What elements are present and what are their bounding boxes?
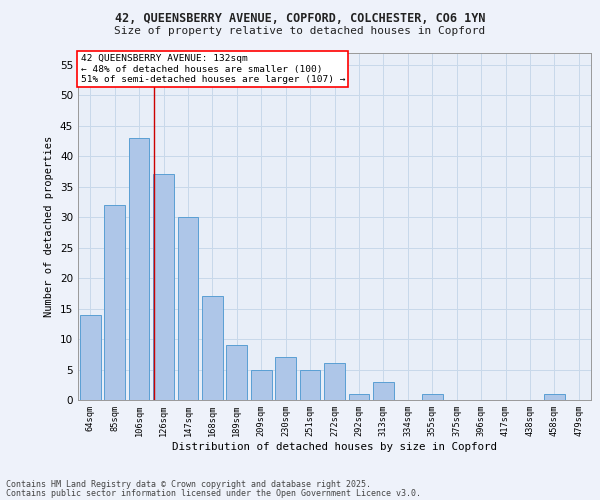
Bar [226, 345, 247, 400]
Text: Contains HM Land Registry data © Crown copyright and database right 2025.: Contains HM Land Registry data © Crown c… [6, 480, 371, 489]
Bar [104, 205, 125, 400]
X-axis label: Distribution of detached houses by size in Copford: Distribution of detached houses by size … [172, 442, 497, 452]
Text: 42 QUEENSBERRY AVENUE: 132sqm
← 48% of detached houses are smaller (100)
51% of : 42 QUEENSBERRY AVENUE: 132sqm ← 48% of d… [80, 54, 345, 84]
Bar [422, 394, 443, 400]
Bar [178, 217, 199, 400]
Bar [373, 382, 394, 400]
Bar [128, 138, 149, 400]
Bar [80, 314, 101, 400]
Text: 42, QUEENSBERRY AVENUE, COPFORD, COLCHESTER, CO6 1YN: 42, QUEENSBERRY AVENUE, COPFORD, COLCHES… [115, 12, 485, 26]
Bar [349, 394, 370, 400]
Bar [324, 364, 345, 400]
Bar [544, 394, 565, 400]
Bar [153, 174, 174, 400]
Bar [275, 358, 296, 400]
Bar [202, 296, 223, 400]
Y-axis label: Number of detached properties: Number of detached properties [44, 136, 55, 317]
Text: Contains public sector information licensed under the Open Government Licence v3: Contains public sector information licen… [6, 489, 421, 498]
Bar [251, 370, 272, 400]
Bar [299, 370, 320, 400]
Text: Size of property relative to detached houses in Copford: Size of property relative to detached ho… [115, 26, 485, 36]
